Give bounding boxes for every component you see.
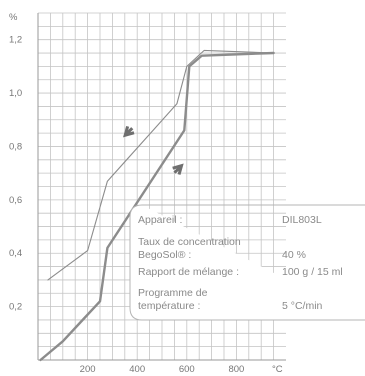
info-label-concentration: Taux de concentration	[138, 236, 241, 248]
info-label-program: Programme de	[138, 287, 208, 299]
y-tick-label: 0,2	[9, 302, 22, 313]
arrow-head	[123, 125, 135, 138]
info-box-frame	[129, 204, 365, 321]
x-unit-label: °C	[272, 364, 283, 375]
chart-axes	[37, 13, 286, 361]
y-tick-label: 1,0	[9, 88, 22, 99]
info-label-device: Appareil :	[138, 214, 182, 226]
series-line-thin	[47, 49, 275, 281]
x-tick-label: 600	[179, 364, 195, 375]
y-tick-label: 1,2	[9, 35, 22, 46]
x-tick-label: 400	[129, 364, 145, 375]
arrow-shaft	[173, 165, 182, 174]
info-box: Appareil : DIL803L Taux de concentration…	[129, 204, 365, 321]
y-tick-label: 0,4	[9, 248, 22, 259]
y-tick-label: 0,6	[9, 195, 22, 206]
y-tick-label: 0,8	[9, 141, 22, 152]
y-unit-label: %	[9, 12, 18, 23]
info-value-begosol: 40 %	[282, 249, 306, 261]
info-value-mix-ratio: 100 g / 15 ml	[282, 266, 343, 278]
info-label-mix-ratio: Rapport de mélange :	[138, 266, 239, 278]
direction-arrows	[123, 125, 184, 175]
info-label-temperature: température :	[138, 300, 200, 312]
arrow-up-right-icon	[172, 163, 184, 175]
series-lines	[39, 49, 275, 362]
x-tick-label: 200	[80, 364, 96, 375]
info-value-temperature: 5 °C/min	[282, 300, 323, 312]
x-tick-label: 800	[228, 364, 244, 375]
series-line-thick	[39, 51, 275, 362]
arrow-down-left-icon	[123, 125, 135, 138]
tick-labels: 200 400 600 800 0,2 0,4 0,6 0,8 1,0 1,2	[9, 35, 244, 375]
info-value-device: DIL803L	[282, 214, 322, 226]
arrow-head	[172, 163, 184, 175]
arrow-shaft	[124, 127, 134, 136]
info-label-begosol: BegoSol® :	[138, 249, 191, 261]
